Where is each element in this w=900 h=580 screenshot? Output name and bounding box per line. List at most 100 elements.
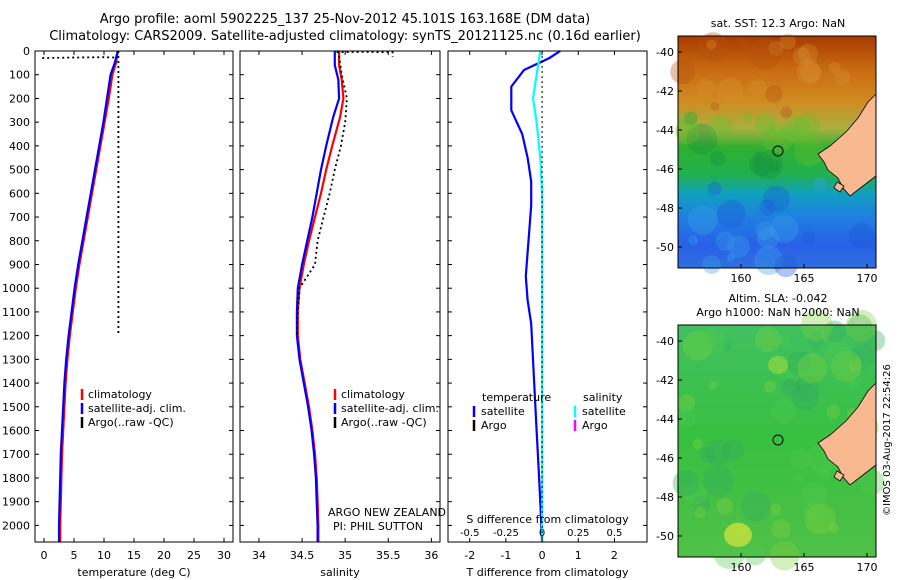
depth-tick-label: 1800 (2, 472, 30, 485)
map-texture (754, 113, 776, 134)
legend-entry: satellite (481, 405, 525, 418)
map-texture (706, 39, 717, 50)
map-texture (779, 33, 796, 50)
map-texture (699, 446, 716, 462)
map-texture (691, 328, 716, 352)
salinity-xtick-label: 35 (338, 549, 352, 562)
map-lat-tick-label: -42 (656, 85, 674, 98)
map-texture (783, 378, 793, 388)
map-texture (755, 221, 775, 240)
map-texture (688, 205, 718, 235)
map-texture (742, 112, 753, 123)
map-texture (794, 136, 824, 167)
map-texture (724, 523, 752, 547)
difference-xtick-label: 0 (539, 549, 546, 562)
map-texture (700, 328, 727, 355)
map-texture (726, 253, 735, 262)
map-texture (684, 481, 708, 505)
map-texture (859, 469, 885, 495)
temperature-xtick-label: 20 (157, 549, 171, 562)
map-lon-tick-label: 165 (794, 561, 815, 574)
difference-frame (447, 50, 648, 543)
map-texture (786, 351, 811, 376)
map-texture (771, 519, 791, 539)
legend-entry: satellite-adj. clim. (341, 402, 439, 415)
map-texture (749, 37, 781, 70)
map-lat-tick-label: -42 (656, 374, 674, 387)
map-texture (808, 331, 825, 348)
map-texture (788, 133, 800, 144)
depth-tick-label: 1500 (2, 401, 30, 414)
map-texture (709, 150, 726, 167)
map-lon-tick-label: 160 (731, 561, 752, 574)
map-texture (802, 482, 827, 507)
imos-stamp: ©IMOS 03-Aug-2017 22:54:26 (882, 364, 893, 516)
map-texture (774, 254, 798, 278)
salinity-xtick-label: 34 (252, 549, 266, 562)
map-texture (848, 358, 862, 372)
new-zealand-land (817, 93, 877, 197)
legend-entry: Argo (582, 419, 608, 432)
legend-entry: climatology (341, 388, 405, 401)
map-texture (803, 503, 820, 520)
depth-tick-label: 2000 (2, 519, 30, 532)
map-texture (717, 78, 744, 104)
map-texture (708, 381, 718, 390)
temperature-frame (34, 50, 234, 543)
map-texture (677, 408, 696, 428)
map-texture (692, 495, 711, 515)
map-lat-tick-label: -44 (656, 413, 674, 426)
sst-map-title: sat. SST: 12.3 Argo: NaN (711, 17, 845, 30)
map-texture (682, 330, 713, 361)
map-texture (794, 375, 820, 402)
salinity-diff-tick-label: 0.5 (606, 528, 622, 539)
map-lat-tick-label: -40 (656, 46, 674, 59)
temperature-xlabel: temperature (deg C) (77, 566, 190, 579)
map-texture (705, 439, 732, 466)
map-texture (759, 199, 776, 216)
map-texture (821, 324, 841, 344)
chart-title: Argo profile: aoml 5902225_137 25-Nov-20… (99, 12, 591, 27)
difference-xlabel: T difference from climatology (466, 566, 629, 579)
depth-tick-label: 700 (9, 211, 30, 224)
salinity-series-satellite-adj-clim- (295, 51, 341, 542)
map-texture (794, 473, 803, 482)
temperature-panel (34, 50, 234, 543)
map-texture (768, 40, 784, 56)
depth-tick-label: 800 (9, 235, 30, 248)
map-lat-tick-label: -48 (656, 202, 674, 215)
map-texture (768, 356, 788, 374)
map-texture (727, 235, 750, 258)
map-texture (765, 85, 783, 103)
stewart-island (833, 470, 845, 482)
map-texture (672, 469, 700, 497)
map-texture (738, 37, 749, 48)
salinity-series-argo-near-surface (336, 50, 394, 57)
map-texture (801, 230, 816, 245)
map-texture (864, 330, 886, 352)
map-texture (804, 503, 836, 535)
map-texture (828, 61, 841, 74)
map-frame (677, 35, 877, 269)
map-texture (723, 341, 732, 351)
temperature-series-argo-near-surface (42, 56, 118, 59)
map-texture (708, 115, 733, 140)
map-texture (702, 465, 735, 498)
map-texture (796, 59, 821, 84)
map-texture (826, 404, 841, 419)
map-texture (792, 47, 811, 65)
temperature-xtick-label: 0 (41, 549, 48, 562)
salinity-xtick-label: 35.5 (376, 549, 401, 562)
salinity-panel (239, 50, 441, 543)
map-texture (770, 214, 799, 243)
map-texture (784, 116, 811, 143)
map-texture (753, 149, 784, 180)
legend-entry: climatology (88, 388, 152, 401)
map-texture (721, 438, 745, 461)
sla-map-title: Altim. SLA: -0.042 (728, 292, 827, 305)
depth-tick-label: 900 (9, 258, 30, 271)
map-texture (787, 123, 803, 139)
map-texture (798, 43, 819, 64)
profile-location-marker (772, 434, 784, 446)
